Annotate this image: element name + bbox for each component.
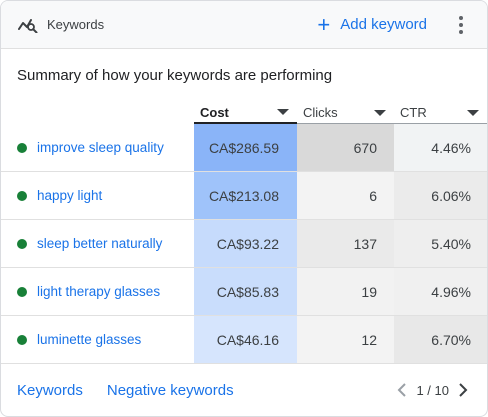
ctr-cell: 6.70%	[394, 315, 487, 364]
ctr-cell: 4.46%	[394, 124, 487, 172]
chevron-right-icon[interactable]	[455, 382, 471, 398]
page-indicator: 1 / 10	[416, 382, 449, 398]
clicks-header-label: Clicks	[303, 105, 338, 120]
keyword-cell: luminette glasses	[1, 315, 194, 364]
add-keyword-label: Add keyword	[340, 16, 427, 33]
pagination: 1 / 10	[394, 382, 471, 398]
table-row: sleep better naturally CA$93.22 137 5.40%	[1, 219, 487, 268]
keyword-cell: happy light	[1, 171, 194, 220]
clicks-cell: 12	[297, 315, 394, 364]
dropdown-icon	[374, 109, 386, 116]
keyword-link[interactable]: light therapy glasses	[37, 284, 161, 299]
keywords-link[interactable]: Keywords	[17, 381, 83, 399]
ctr-cell: 6.06%	[394, 171, 487, 220]
keyword-link[interactable]: sleep better naturally	[37, 236, 163, 251]
cost-cell: CA$46.16	[194, 315, 297, 364]
cost-cell: CA$286.59	[194, 124, 297, 172]
cost-column-header[interactable]: Cost	[194, 100, 297, 124]
status-dot-icon	[17, 334, 27, 345]
cost-cell: CA$213.08	[194, 171, 297, 220]
ctr-cell: 5.40%	[394, 219, 487, 268]
keyword-link[interactable]: improve sleep quality	[37, 140, 164, 155]
clicks-cell: 6	[297, 171, 394, 220]
card-header: Keywords + Add keyword	[1, 1, 487, 49]
status-dot-icon	[17, 238, 27, 249]
keyword-cell: light therapy glasses	[1, 267, 194, 316]
card-title: Keywords	[47, 17, 105, 32]
cost-header-label: Cost	[200, 104, 229, 120]
ctr-header-label: CTR	[400, 105, 427, 120]
more-vert-icon[interactable]	[451, 13, 471, 37]
keyword-column-header	[1, 100, 194, 124]
clicks-cell: 19	[297, 267, 394, 316]
chevron-left-icon[interactable]	[394, 382, 410, 398]
status-dot-icon	[17, 286, 27, 297]
ctr-column-header[interactable]: CTR	[394, 100, 487, 124]
ctr-cell: 4.96%	[394, 267, 487, 316]
keyword-link[interactable]: luminette glasses	[37, 332, 142, 347]
add-keyword-button[interactable]: + Add keyword	[317, 11, 427, 37]
clicks-cell: 137	[297, 219, 394, 268]
cost-cell: CA$93.22	[194, 219, 297, 268]
clicks-column-header[interactable]: Clicks	[297, 100, 394, 124]
keyword-cell: sleep better naturally	[1, 219, 194, 268]
keyword-link[interactable]: happy light	[37, 188, 103, 203]
summary-title: Summary of how your keywords are perform…	[17, 67, 333, 84]
card-footer: Keywords Negative keywords 1 / 10	[1, 364, 487, 416]
table-row: light therapy glasses CA$85.83 19 4.96%	[1, 267, 487, 316]
dropdown-icon	[467, 109, 479, 116]
table-row: luminette glasses CA$46.16 12 6.70%	[1, 315, 487, 364]
keyword-cell: improve sleep quality	[1, 124, 194, 172]
keywords-chart-icon	[17, 14, 39, 36]
status-dot-icon	[17, 190, 27, 201]
status-dot-icon	[17, 142, 27, 153]
table-row: improve sleep quality CA$286.59 670 4.46%	[1, 124, 487, 172]
sort-down-icon	[277, 109, 289, 115]
plus-icon: +	[317, 11, 331, 37]
clicks-cell: 670	[297, 124, 394, 172]
negative-keywords-link[interactable]: Negative keywords	[106, 381, 234, 399]
table-row: happy light CA$213.08 6 6.06%	[1, 171, 487, 220]
cost-cell: CA$85.83	[194, 267, 297, 316]
keywords-table: Cost Clicks CTR improve sleep quality CA$…	[1, 100, 487, 364]
